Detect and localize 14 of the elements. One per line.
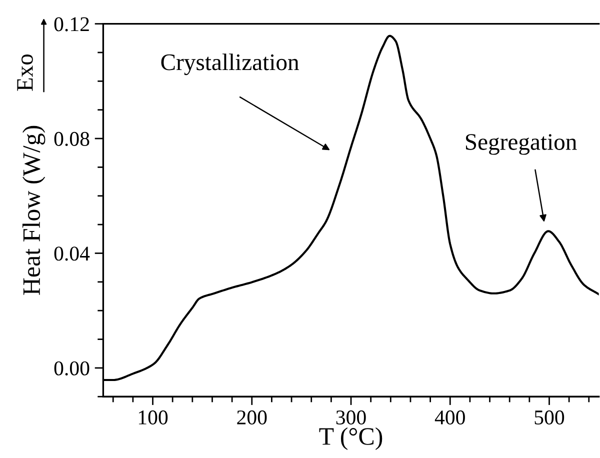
- x-tick-label: 200: [237, 410, 267, 424]
- y-tick-label: 0.00: [54, 361, 90, 376]
- y-axis-title: Heat Flow (W/g): [22, 126, 46, 295]
- y-tick-label: 0.08: [54, 132, 90, 146]
- x-tick-label: 400: [434, 410, 465, 424]
- annotation: Segregation: [466, 134, 577, 155]
- x-tick-label: 100: [138, 410, 168, 424]
- y-tick-label: 0.04: [54, 246, 90, 261]
- x-tick-label: 500: [534, 410, 564, 424]
- y-tick-label: 0.12: [54, 17, 89, 32]
- x-tick-label: 300: [336, 410, 366, 424]
- x-axis-title: T (°C): [319, 427, 382, 450]
- annotation: Crystallization: [161, 54, 299, 76]
- text: Exo: [17, 54, 33, 91]
